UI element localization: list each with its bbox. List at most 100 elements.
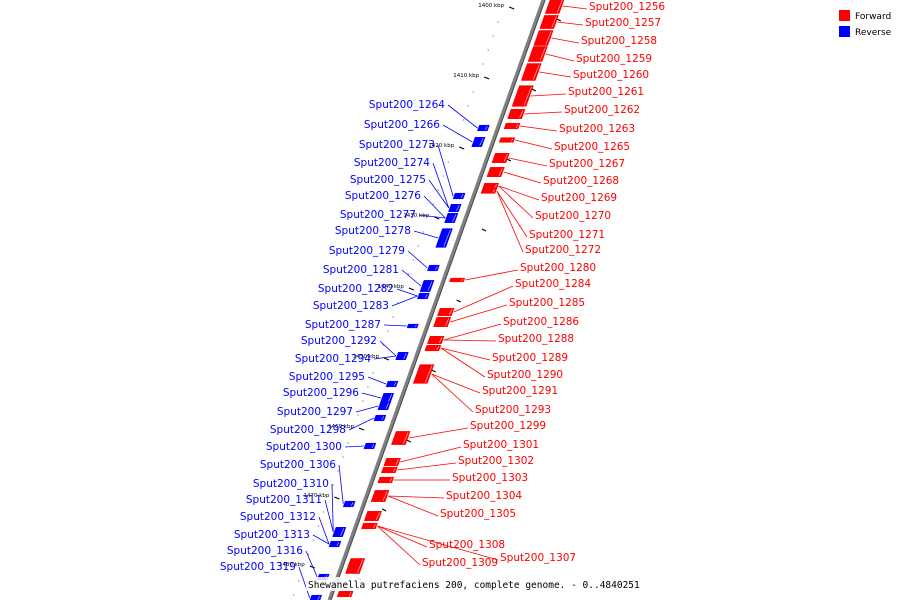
reverse-gene-block-highlight [452, 214, 457, 222]
minor-tick [293, 594, 295, 596]
forward-gene-block [381, 466, 398, 474]
tick-mark [483, 76, 490, 80]
reverse-gene-block-highlight [403, 353, 407, 359]
forward-gene-label: Sput200_1299 [470, 420, 546, 432]
tick-mark [383, 357, 390, 361]
reverse-leader [428, 179, 450, 209]
forward-leader [431, 373, 481, 394]
forward-gene-block-highlight [494, 183, 498, 189]
minor-tick [387, 330, 389, 332]
minor-tick [407, 273, 409, 275]
caption-background [306, 577, 594, 591]
minor-tick [422, 231, 424, 233]
tick-label: 1440 kbp [378, 284, 404, 290]
minor-tick [382, 344, 384, 346]
forward-gene-label: Sput200_1289 [492, 352, 568, 364]
forward-leader [539, 71, 572, 78]
minor-tick [442, 175, 444, 177]
genome-backbone [327, 0, 546, 600]
forward-gene-label: Sput200_1267 [549, 158, 625, 170]
minor-tick [492, 35, 494, 37]
minor-tick [447, 161, 449, 163]
minor-tick [467, 105, 469, 107]
reverse-gene-label: Sput200_1296 [283, 387, 359, 399]
forward-leader [440, 347, 491, 361]
forward-gene-block-highlight [532, 64, 540, 80]
forward-gene-label: Sput200_1286 [503, 316, 579, 328]
reverse-leader [391, 295, 418, 307]
tick-mark [531, 88, 537, 92]
tick-label: 1410 kbp [453, 73, 479, 79]
forward-gene-label: Sput200_1301 [463, 439, 539, 451]
gene-labels: Sput200_1256 Sput200_1257 Sput200_1258 Sput… [220, 1, 666, 573]
reverse-gene-block-highlight [435, 265, 438, 271]
legend: Forward Reverse [839, 10, 892, 38]
reverse-gene-block-highlight [460, 193, 464, 199]
forward-gene-block [520, 63, 542, 81]
forward-gene-label: Sput200_1308 [429, 539, 505, 551]
forward-gene-block-highlight [461, 278, 464, 282]
forward-gene-block [391, 431, 411, 445]
reverse-gene-block [444, 213, 459, 223]
forward-gene-block-highlight [445, 318, 450, 326]
tick-mark [408, 287, 415, 291]
gene-features [309, 0, 565, 600]
label-leader-lines [298, 5, 588, 599]
reverse-gene-label: Sput200_1300 [266, 441, 342, 453]
forward-leader [520, 125, 558, 132]
minor-tick [437, 189, 439, 191]
tick-label: 1450 kbp [353, 354, 379, 360]
tick-mark [508, 6, 515, 10]
reverse-gene-block [332, 527, 347, 537]
forward-gene-label: Sput200_1288 [498, 333, 574, 345]
forward-leader [443, 323, 502, 341]
reverse-gene-block [395, 351, 409, 361]
tick-label: 1480 kbp [279, 562, 305, 568]
minor-tick [497, 21, 499, 23]
reverse-gene-block-highlight [371, 443, 375, 449]
forward-gene-block [539, 15, 559, 29]
forward-gene-label: Sput200_1268 [543, 175, 619, 187]
forward-gene-block [370, 490, 390, 502]
reverse-gene-label: Sput200_1274 [354, 157, 430, 169]
forward-gene-block [480, 188, 498, 194]
reverse-gene-block-highlight [336, 541, 340, 547]
reverse-gene-block-highlight [427, 281, 433, 291]
reverse-gene-label: Sput200_1276 [345, 190, 421, 202]
forward-leader [498, 185, 540, 201]
reverse-leader [305, 550, 318, 578]
reverse-gene-label: Sput200_1292 [301, 335, 377, 347]
tick-mark [309, 565, 315, 569]
forward-leader [465, 269, 519, 281]
forward-gene-label: Sput200_1285 [509, 297, 585, 309]
reverse-leader [413, 230, 439, 239]
forward-gene-label: Sput200_1265 [554, 141, 630, 153]
forward-leader [496, 190, 528, 238]
minor-tick [412, 259, 414, 261]
reverse-leader [312, 534, 330, 545]
reverse-leader [418, 214, 446, 219]
reverse-gene-label: Sput200_1283 [313, 300, 389, 312]
forward-gene-block-highlight [357, 559, 364, 573]
tick-label: 1420 kbp [428, 143, 454, 149]
minor-tick [487, 49, 489, 51]
reverse-leader [298, 566, 311, 599]
legend-forward-label: Forward [855, 12, 891, 22]
minor-tick [372, 372, 374, 374]
tick-label: 1470 kbp [303, 493, 329, 499]
tick-mark [406, 439, 411, 443]
reverse-leader [396, 288, 418, 297]
reverse-gene-block-highlight [388, 394, 393, 402]
forward-leader [557, 21, 584, 26]
reverse-gene-label: Sput200_1295 [289, 371, 365, 383]
forward-gene-block [544, 0, 565, 14]
reverse-gene-block-highlight [425, 293, 428, 299]
reverse-gene-label: Sput200_1287 [305, 319, 381, 331]
minor-tick [357, 414, 359, 416]
reverse-gene-label: Sput200_1277 [340, 209, 416, 221]
tick-mark [556, 18, 562, 22]
reverse-gene-label: Sput200_1319 [220, 561, 296, 573]
forward-gene-block-highlight [539, 47, 546, 61]
minor-tick [317, 525, 319, 527]
reverse-leader [407, 250, 428, 269]
